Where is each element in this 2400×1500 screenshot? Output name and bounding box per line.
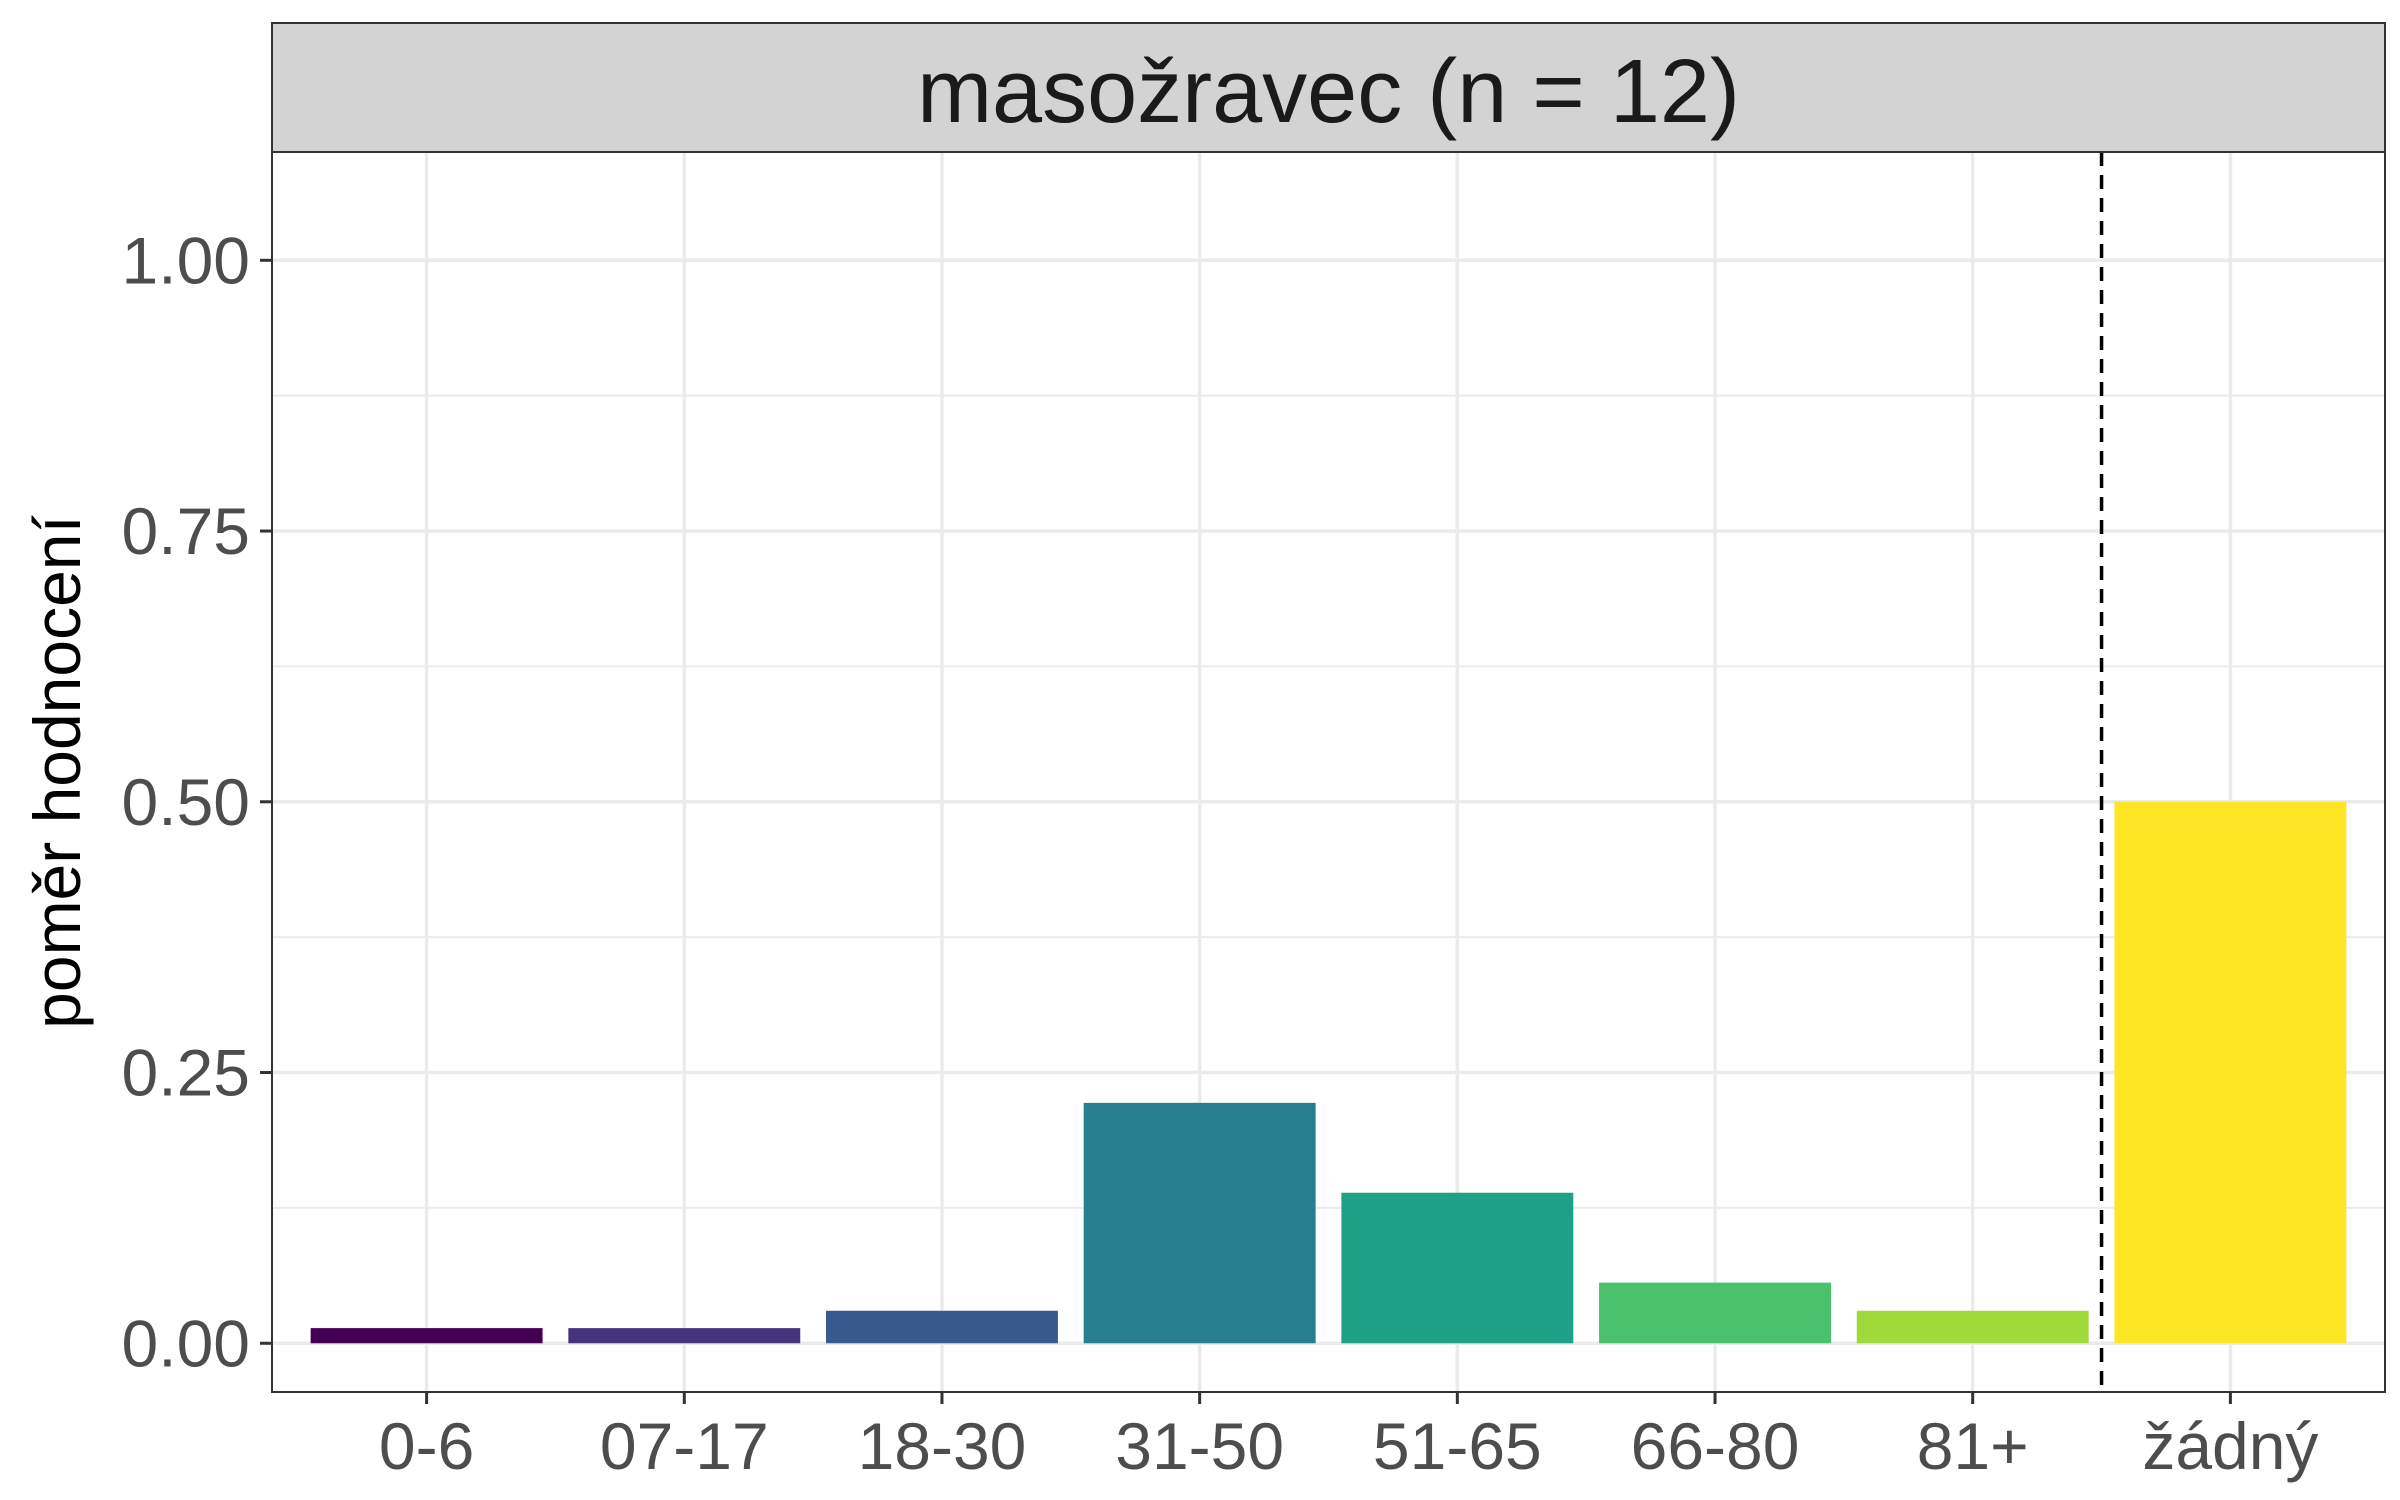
y-tick-label: 0.50	[122, 765, 250, 839]
bars	[310, 801, 2347, 1344]
x-tick-label: 66-80	[1631, 1409, 1800, 1483]
facet-strip	[271, 22, 2386, 153]
bar-51-65	[1341, 1192, 1574, 1344]
bar-07-17	[568, 1328, 801, 1344]
bar-0-6	[310, 1328, 543, 1344]
x-tick-label: žádný	[2142, 1409, 2318, 1483]
bar-66-80	[1599, 1282, 1831, 1344]
bar-31-50	[1083, 1102, 1316, 1344]
y-axis-title: poměr hodnocení	[20, 514, 94, 1028]
y-tick-label: 1.00	[122, 223, 250, 297]
x-tick-label: 81+	[1917, 1409, 2029, 1483]
x-tick-label: 0-6	[379, 1409, 474, 1483]
bar-18-30	[826, 1310, 1058, 1344]
x-tick-label: 51-65	[1373, 1409, 1542, 1483]
x-axis-ticks: 0-6 07-17 18-30 31-50 51-65 66-80 81+ žádný	[379, 1392, 2318, 1483]
bar-žádný	[2114, 801, 2347, 1344]
y-tick-label: 0.00	[122, 1306, 250, 1380]
panel-border	[271, 151, 2386, 1393]
x-tick-label: 18-30	[858, 1409, 1027, 1483]
facet-title: masožravec (n = 12)	[917, 42, 1740, 142]
y-tick-label: 0.25	[122, 1036, 250, 1110]
y-axis-ticks: 0.00 0.25 0.50 0.75 1.00	[122, 223, 272, 1380]
bar-81+	[1856, 1310, 2089, 1344]
x-tick-label: 07-17	[600, 1409, 769, 1483]
x-tick-label: 31-50	[1115, 1409, 1284, 1483]
major-gridlines	[272, 152, 2385, 1392]
y-tick-label: 0.75	[122, 494, 250, 568]
minor-gridlines	[272, 394, 2385, 1209]
